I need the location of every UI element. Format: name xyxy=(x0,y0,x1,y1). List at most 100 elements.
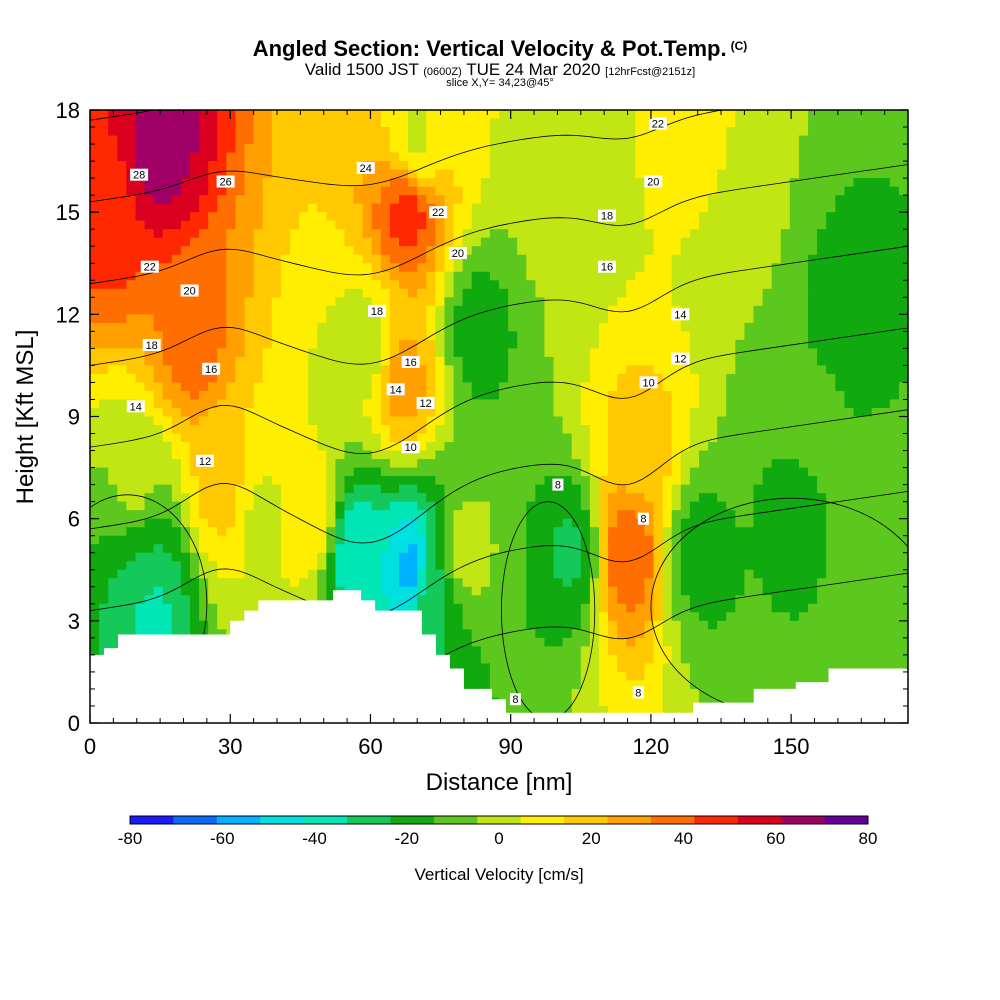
velocity-cell xyxy=(244,271,255,281)
velocity-cell xyxy=(671,144,682,154)
velocity-cell xyxy=(571,561,582,571)
velocity-cell xyxy=(90,356,100,367)
velocity-cell xyxy=(580,186,591,196)
velocity-cell xyxy=(735,271,745,281)
velocity-cell xyxy=(199,578,209,588)
velocity-cell xyxy=(698,305,709,315)
velocity-cell xyxy=(871,195,882,205)
velocity-cell xyxy=(898,399,908,409)
velocity-cell xyxy=(199,518,209,528)
velocity-cell xyxy=(99,144,109,154)
velocity-cell xyxy=(153,322,164,332)
velocity-cell xyxy=(771,425,782,435)
velocity-cell xyxy=(844,544,855,554)
velocity-cell xyxy=(126,229,137,239)
velocity-cell xyxy=(99,203,109,213)
velocity-cell xyxy=(762,314,773,324)
velocity-cell xyxy=(344,373,355,384)
velocity-cell xyxy=(489,110,500,120)
velocity-cell xyxy=(453,365,464,375)
velocity-cell xyxy=(262,544,273,554)
velocity-cell xyxy=(199,390,209,401)
velocity-cell xyxy=(571,339,582,349)
velocity-cell xyxy=(408,288,418,298)
velocity-cell xyxy=(344,169,355,179)
velocity-cell xyxy=(453,399,464,409)
velocity-cell xyxy=(589,118,600,128)
velocity-cell xyxy=(689,212,700,222)
velocity-cell xyxy=(571,382,582,392)
velocity-cell xyxy=(789,450,800,460)
velocity-cell xyxy=(308,195,318,205)
velocity-cell xyxy=(635,331,646,341)
velocity-cell xyxy=(798,127,809,137)
velocity-cell xyxy=(644,220,655,230)
velocity-cell xyxy=(544,127,555,137)
velocity-cell xyxy=(253,212,264,222)
velocity-cell xyxy=(744,135,755,145)
velocity-cell xyxy=(235,425,246,435)
velocity-cell xyxy=(171,425,182,435)
velocity-cell xyxy=(426,373,436,384)
velocity-cell xyxy=(717,382,727,392)
velocity-cell xyxy=(853,399,864,409)
velocity-cell xyxy=(435,314,446,324)
velocity-cell xyxy=(580,493,591,503)
velocity-cell xyxy=(162,229,173,239)
velocity-cell xyxy=(189,390,200,401)
velocity-cell xyxy=(171,186,182,196)
velocity-cell xyxy=(280,314,291,324)
velocity-cell xyxy=(571,373,582,384)
velocity-cell xyxy=(808,510,818,520)
velocity-cell xyxy=(571,246,582,256)
velocity-cell xyxy=(462,271,473,281)
velocity-cell xyxy=(171,195,182,205)
velocity-cell xyxy=(598,348,609,358)
velocity-cell xyxy=(499,237,509,247)
velocity-cell xyxy=(126,195,137,205)
velocity-cell xyxy=(726,348,736,358)
velocity-cell xyxy=(171,127,182,137)
velocity-cell xyxy=(235,493,246,503)
velocity-cell xyxy=(117,442,127,452)
velocity-cell xyxy=(435,322,446,332)
velocity-cell xyxy=(171,229,182,239)
velocity-cell xyxy=(489,501,500,511)
velocity-cell xyxy=(462,254,473,264)
velocity-cell xyxy=(817,399,827,409)
velocity-cell xyxy=(435,552,446,562)
velocity-cell xyxy=(717,254,727,264)
velocity-cell xyxy=(171,110,182,120)
velocity-cell xyxy=(689,297,700,307)
velocity-cell xyxy=(471,425,482,435)
velocity-cell xyxy=(871,476,882,486)
velocity-field xyxy=(90,110,908,723)
velocity-cell xyxy=(798,229,809,239)
velocity-cell xyxy=(253,280,264,290)
velocity-cell xyxy=(635,271,646,281)
velocity-cell xyxy=(526,356,536,367)
velocity-cell xyxy=(135,569,146,579)
velocity-cell xyxy=(289,305,300,315)
velocity-cell xyxy=(108,322,118,332)
velocity-cell xyxy=(626,246,636,256)
velocity-cell xyxy=(589,161,600,171)
velocity-cell xyxy=(589,425,600,435)
velocity-cell xyxy=(317,110,327,120)
velocity-cell xyxy=(399,280,409,290)
velocity-cell xyxy=(735,510,745,520)
velocity-cell xyxy=(580,118,591,128)
velocity-cell xyxy=(389,212,400,222)
velocity-cell xyxy=(789,399,800,409)
velocity-cell xyxy=(653,373,664,384)
velocity-cell xyxy=(653,561,664,571)
velocity-cell xyxy=(335,280,346,290)
velocity-cell xyxy=(808,288,818,298)
velocity-cell xyxy=(526,305,536,315)
velocity-cell xyxy=(826,161,836,171)
velocity-cell xyxy=(789,229,800,239)
velocity-cell xyxy=(90,365,100,375)
velocity-cell xyxy=(380,450,391,460)
velocity-cell xyxy=(635,152,646,162)
velocity-cell xyxy=(417,186,427,196)
